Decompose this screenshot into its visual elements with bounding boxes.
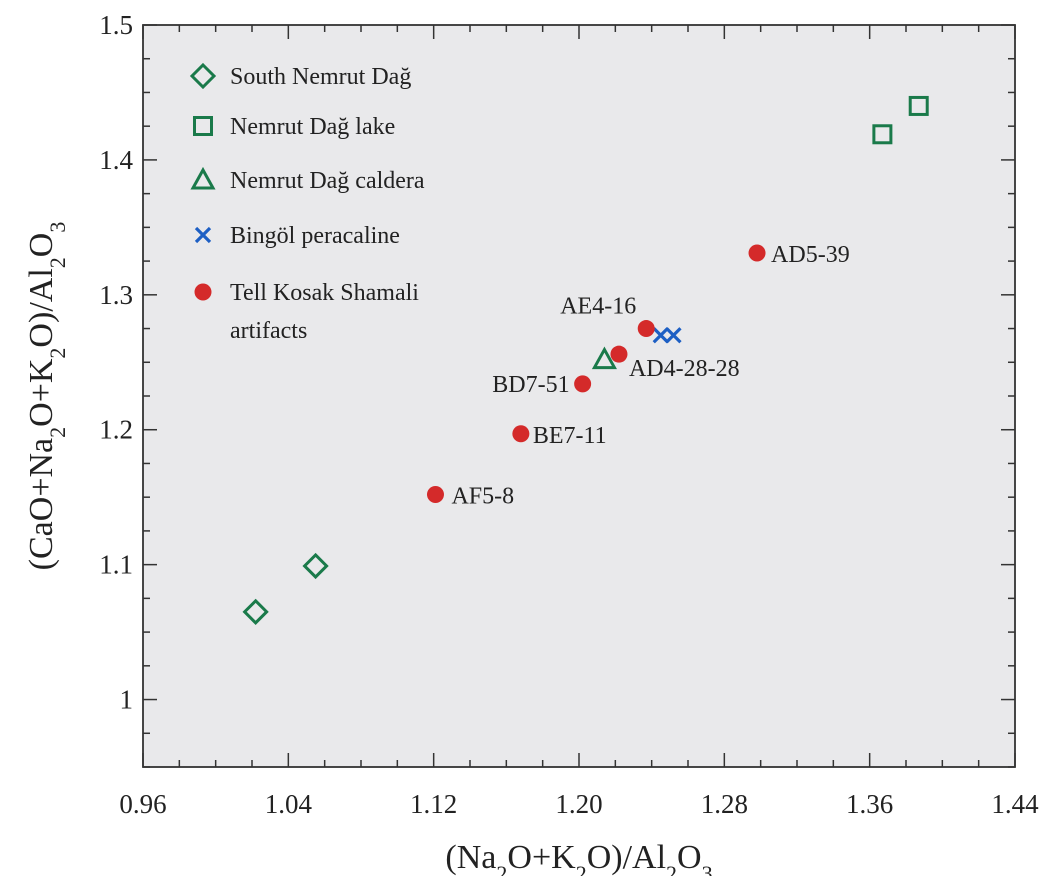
data-point-square: [872, 124, 893, 145]
data-point-cross: [652, 327, 669, 344]
axis-ticks: [142, 24, 1016, 768]
point-label: AD4-28-28: [629, 356, 740, 382]
point-labels: AD5-39 AE4-16 AD4-28-28 BD7-51 BE7-11 AF5-8: [451, 242, 849, 509]
y-tick-label: 1.4: [99, 145, 133, 175]
y-axis-title: (CaO+Na2O+K2O)/Al2O3: [23, 222, 70, 571]
x-tick-label: 1.44: [991, 789, 1039, 819]
data-point-diamond: [242, 598, 269, 625]
data-point-circle: [426, 485, 444, 503]
x-tick-label: 1.12: [410, 789, 457, 819]
y-tick-label: 1.3: [99, 280, 133, 310]
legend-label: Bingöl peracaline: [230, 223, 400, 249]
y-tick-labels: 1 1.1 1.2 1.3 1.4 1.5: [99, 10, 133, 715]
y-tick-label: 1: [120, 685, 134, 715]
legend-label: South Nemrut Dağ: [230, 64, 411, 90]
legend-label: artifacts: [230, 318, 307, 344]
x-tick-label: 1.36: [846, 789, 893, 819]
point-label: AF5-8: [451, 483, 514, 509]
x-axis-title: (Na2O+K2O)/Al2O3: [445, 839, 712, 876]
legend-marker-diamond: [189, 62, 217, 90]
x-tick-label: 1.04: [265, 789, 313, 819]
data-points: [242, 95, 929, 625]
plot-background: [143, 25, 1015, 767]
data-point-cross: [665, 327, 682, 344]
legend-marker-square: [193, 116, 213, 136]
data-point-circle: [574, 375, 592, 393]
y-tick-label: 1.1: [99, 550, 133, 580]
legend-label: Nemrut Dağ caldera: [230, 168, 425, 194]
data-point-circle: [512, 425, 530, 443]
y-tick-label: 1.2: [99, 415, 133, 445]
data-point-square: [908, 95, 929, 116]
plot-frame: [142, 24, 1016, 768]
point-label: BD7-51: [492, 372, 569, 398]
data-point-circle: [610, 345, 628, 363]
x-tick-label: 1.28: [701, 789, 748, 819]
data-point-triangle: [591, 346, 617, 370]
point-label: AD5-39: [771, 242, 850, 268]
x-tick-label: 1.20: [555, 789, 602, 819]
point-label: AE4-16: [560, 294, 636, 320]
legend: South Nemrut Dağ Nemrut Dağ lake Nemrut Da…: [189, 62, 425, 344]
x-tick-labels: 0.96 1.04 1.12 1.20 1.28 1.36 1.44: [119, 789, 1039, 819]
point-label: BE7-11: [533, 423, 607, 449]
legend-marker-circle: [194, 283, 212, 301]
legend-label: Nemrut Dağ lake: [230, 114, 395, 140]
data-point-circle: [748, 244, 766, 262]
data-point-diamond: [302, 552, 329, 580]
legend-marker-cross: [194, 226, 212, 244]
legend-label: Tell Kosak Shamali: [230, 280, 419, 306]
legend-marker-triangle: [190, 166, 216, 190]
y-tick-label: 1.5: [99, 10, 133, 40]
data-point-circle: [637, 320, 655, 338]
x-tick-label: 0.96: [119, 789, 166, 819]
